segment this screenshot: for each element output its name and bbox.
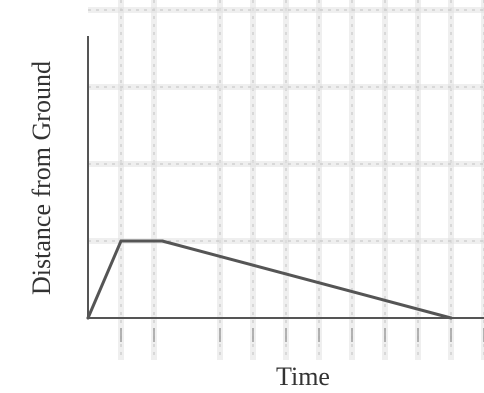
y-axis-label: Distance from Ground — [27, 61, 56, 295]
series-layer — [86, 239, 453, 320]
points-layer — [86, 239, 453, 320]
data-point — [86, 316, 90, 320]
data-point — [160, 239, 164, 243]
grid — [88, 0, 484, 360]
x-axis-label: Time — [276, 362, 330, 391]
series-line-0 — [86, 239, 453, 320]
data-point — [449, 316, 453, 320]
data-point — [119, 239, 123, 243]
x-tick-marks — [120, 328, 484, 342]
